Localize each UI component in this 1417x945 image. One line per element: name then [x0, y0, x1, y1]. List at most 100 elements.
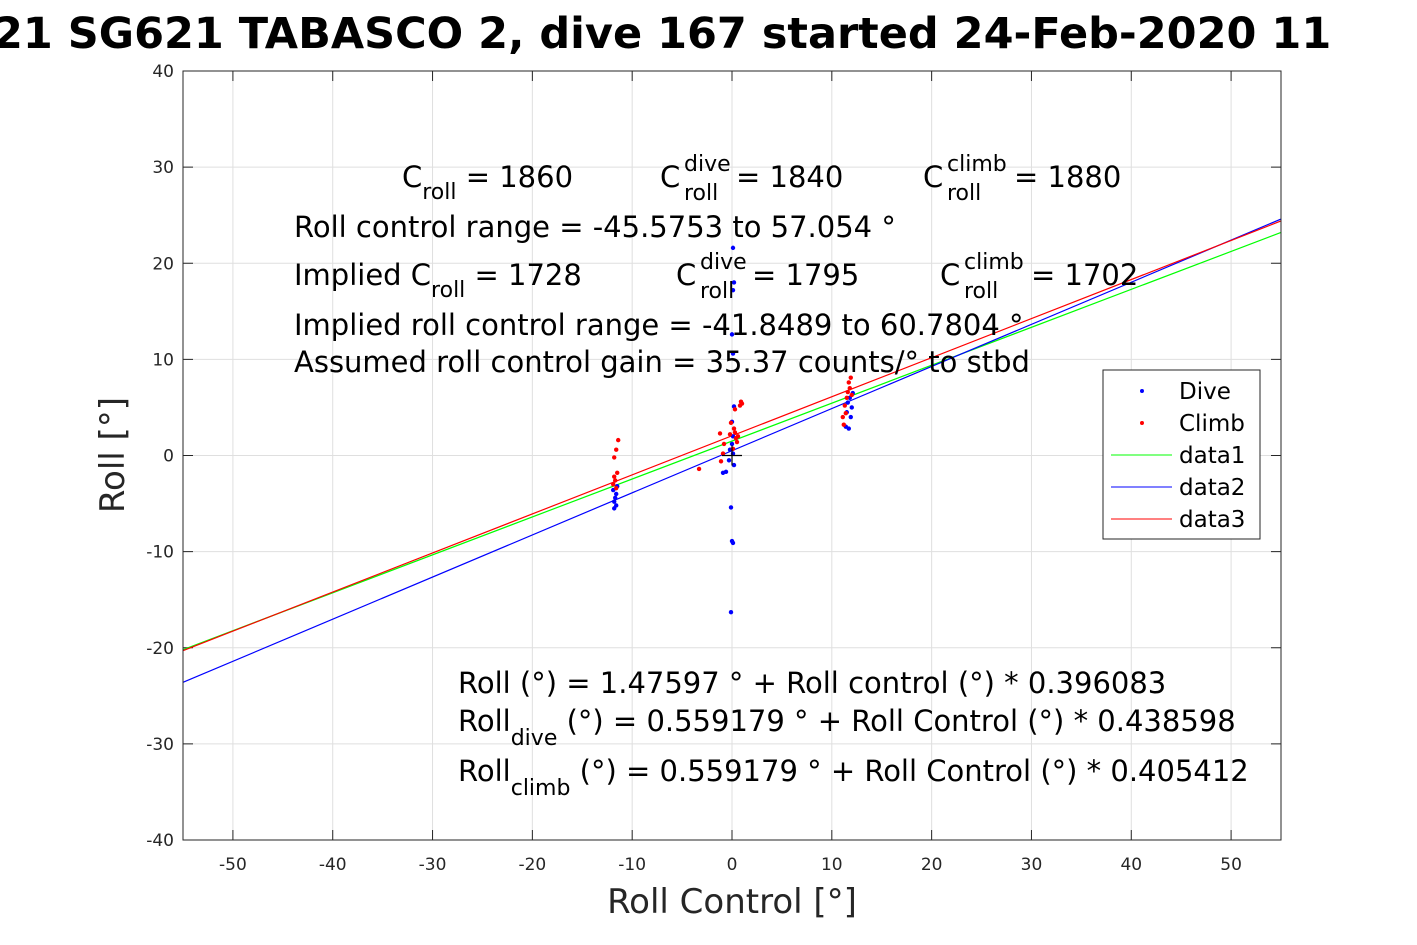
data-point-dive [720, 470, 726, 476]
data-point-climb [846, 380, 851, 385]
data-point-climb [611, 482, 616, 487]
data-point-climb [843, 411, 848, 416]
data-point-dive [730, 540, 736, 546]
y-tick-label: -10 [146, 543, 174, 563]
data-point-climb [731, 426, 737, 431]
data-point-climb [734, 439, 740, 445]
plot-frame [182, 70, 1282, 841]
data-point-climb [721, 441, 727, 447]
data-point-dive [614, 491, 619, 497]
data-point-dive [731, 280, 737, 285]
implied-c-roll-climb-sub: roll [964, 279, 998, 304]
data-point-climb [845, 389, 850, 395]
data-point-climb [842, 403, 847, 408]
data-point-climb [841, 422, 846, 427]
legend-label-data2: data2 [1179, 475, 1245, 501]
c-roll-climb-value: = 1880 [1014, 160, 1121, 194]
x-axis-label: Roll Control [°] [607, 882, 857, 922]
data-point-climb [844, 395, 849, 401]
x-tick-label: -10 [618, 855, 646, 875]
c-roll-dive-value: = 1840 [736, 160, 843, 194]
fit-dive: Rolldive (°) = 0.559179 ° + Roll Control… [458, 704, 1236, 751]
data-point-climb [615, 470, 620, 476]
calibration-annotations: Croll = 1860 C dive roll = 1840 C climb … [294, 152, 1138, 379]
data-point-climb [612, 474, 617, 479]
c-roll-dive-annotation: C [660, 160, 680, 194]
chart-title: 21 SG621 TABASCO 2, dive 167 started 24-… [0, 9, 1331, 59]
y-tick-label: -20 [146, 639, 174, 659]
legend-label-climb: Climb [1179, 411, 1245, 437]
x-tick-label: 30 [1021, 855, 1043, 875]
x-tick-label: 50 [1220, 855, 1242, 875]
data-point-dive [728, 609, 734, 615]
roll-control-range: Roll control range = -45.5753 to 57.054 … [294, 210, 896, 244]
data-point-dive [612, 506, 617, 511]
data-points [611, 245, 855, 615]
y-tick-label: -40 [146, 831, 174, 851]
fit-climb: Rollclimb (°) = 0.559179 ° + Roll Contro… [458, 754, 1249, 801]
assumed-roll-control-gain: Assumed roll control gain = 35.37 counts… [294, 345, 1030, 379]
x-tick-label: 0 [727, 855, 738, 875]
implied-c-roll-dive-sup: dive [700, 250, 747, 275]
fit-overall: Roll (°) = 1.47597 ° + Roll control (°) … [458, 666, 1166, 700]
legend-label-data1: data1 [1179, 443, 1245, 469]
data-point-dive [729, 332, 735, 337]
x-tick-label: -50 [219, 855, 247, 875]
legend-marker-climb [1140, 421, 1144, 425]
x-tick-label: -40 [319, 855, 347, 875]
data-point-climb [848, 375, 853, 380]
data-point-climb [847, 386, 852, 391]
c-roll-climb-annotation: C [923, 160, 943, 194]
data-point-climb [720, 451, 726, 456]
data-point-dive [848, 414, 853, 420]
data-point-climb [728, 420, 734, 426]
data-point-dive [845, 400, 850, 405]
y-tick-label: -30 [146, 735, 174, 755]
data-point-dive [612, 499, 617, 504]
fit-annotations: Roll (°) = 1.47597 ° + Roll control (°) … [458, 666, 1249, 801]
y-tick-label: 20 [152, 254, 174, 274]
implied-c-roll-dive-value: = 1795 [752, 258, 859, 292]
data-point-dive [849, 405, 854, 410]
c-roll-climb-sub: roll [947, 181, 981, 206]
y-tick-label: 40 [152, 62, 174, 82]
data-point-climb [735, 434, 741, 439]
x-tick-label: 40 [1120, 855, 1142, 875]
data-point-climb [616, 437, 621, 443]
data-point-dive [728, 505, 734, 510]
c-roll-annotation: Croll = 1860 [402, 160, 573, 205]
implied-c-roll-dive-sub: roll [700, 279, 734, 304]
data-point-climb [727, 432, 733, 437]
legend-marker-dive [1140, 389, 1144, 393]
y-tick-label: 10 [152, 350, 174, 370]
data-point-climb [614, 447, 619, 452]
data-point-climb [739, 401, 745, 406]
data-point-climb [840, 414, 845, 420]
implied-roll-control-range: Implied roll control range = -41.8489 to… [294, 308, 1024, 342]
data-point-dive [731, 462, 737, 468]
y-tick-label: 30 [152, 158, 174, 178]
data-point-climb [718, 459, 724, 464]
data-point-climb [612, 455, 617, 460]
data-point-climb [849, 392, 854, 398]
c-roll-dive-sub: roll [684, 181, 718, 206]
legend-label-data3: data3 [1179, 507, 1245, 533]
data-point-dive [730, 287, 736, 293]
series-line-data1 [182, 231, 1282, 651]
implied-c-roll-climb: C [940, 258, 960, 292]
legend: Dive Climb data1 data2 data3 [1102, 369, 1261, 540]
axis-ticks: -50 -40 -30 -20 -10 0 10 20 30 40 50 40 30 20 10 0 -10 -2… [146, 62, 1281, 875]
implied-c-roll-climb-value: = 1702 [1031, 258, 1138, 292]
c-roll-dive-sup: dive [684, 152, 731, 177]
implied-c-roll-dive: C [676, 258, 696, 292]
data-point-climb [732, 430, 738, 435]
c-roll-climb-sup: climb [947, 152, 1007, 177]
data-point-dive [726, 458, 732, 463]
data-point-climb [613, 478, 618, 483]
data-point-climb [732, 407, 738, 412]
x-tick-label: -20 [518, 855, 546, 875]
x-tick-label: -30 [419, 855, 447, 875]
data-point-dive [729, 441, 735, 447]
implied-c-roll-climb-sup: climb [964, 250, 1024, 275]
y-axis-label: Roll [°] [93, 397, 133, 513]
